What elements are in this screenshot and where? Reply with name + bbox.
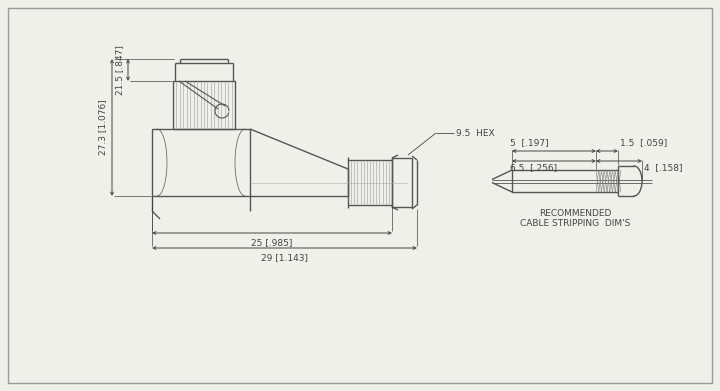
Text: 4  [.158]: 4 [.158] [644,163,683,172]
Bar [392,158,412,207]
Text: 21.5 [.847]: 21.5 [.847] [115,45,124,95]
Text: 29 [1.143]: 29 [1.143] [261,253,308,262]
Text: 5  [.197]: 5 [.197] [510,138,549,147]
Bar [173,81,235,129]
Text: 6.5  [.256]: 6.5 [.256] [510,163,557,172]
Text: CABLE STRIPPING  DIM'S: CABLE STRIPPING DIM'S [520,219,630,228]
Text: 25 [.985]: 25 [.985] [251,238,293,247]
Text: 9.5  HEX: 9.5 HEX [456,129,495,138]
Bar [348,160,392,205]
Text: 1.5  [.059]: 1.5 [.059] [620,138,667,147]
Bar [512,170,618,192]
Text: 27.3 [1.076]: 27.3 [1.076] [98,100,107,155]
Text: RECOMMENDED: RECOMMENDED [539,210,611,219]
Bar [152,129,250,196]
